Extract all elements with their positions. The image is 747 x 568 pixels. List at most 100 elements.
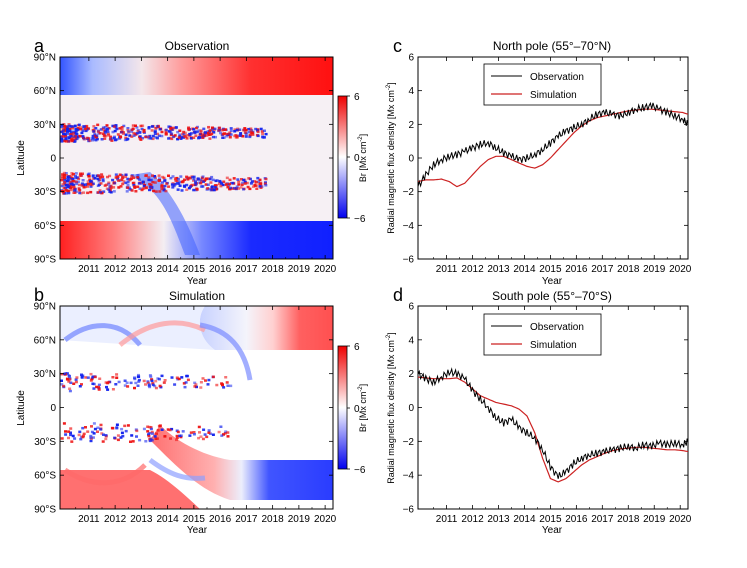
heatmap-pixel bbox=[125, 138, 129, 141]
heatmap-a-ytick-label: 60°N bbox=[34, 86, 56, 97]
heatmap-b-activity-belts bbox=[60, 372, 233, 443]
heatmap-pixel bbox=[173, 177, 177, 180]
heatmap-pixel bbox=[69, 185, 73, 188]
line-d-simulation bbox=[417, 376, 689, 483]
heatmap-pixel bbox=[63, 132, 67, 135]
heatmap-pixel bbox=[148, 385, 152, 389]
heatmap-pixel bbox=[215, 179, 219, 182]
heatmap-pixel bbox=[175, 436, 179, 440]
heatmap-pixel bbox=[111, 130, 115, 134]
heatmap-pixel bbox=[78, 430, 82, 434]
line-c-simulation bbox=[417, 108, 689, 188]
heatmap-pixel bbox=[202, 180, 205, 183]
heatmap-pixel bbox=[67, 183, 71, 186]
heatmap-pixel bbox=[105, 385, 108, 389]
heatmap-pixel bbox=[130, 128, 134, 132]
heatmap-pixel bbox=[119, 185, 123, 188]
heatmap-pixel bbox=[149, 437, 153, 440]
heatmap-pixel bbox=[93, 375, 97, 379]
heatmap-pixel bbox=[183, 178, 186, 181]
heatmap-pixel bbox=[120, 128, 124, 132]
legend-c: Observation Simulation bbox=[483, 63, 602, 106]
heatmap-pixel bbox=[187, 176, 191, 179]
heatmap-pixel bbox=[185, 183, 189, 187]
heatmap-pixel bbox=[180, 189, 184, 192]
heatmap-pixel bbox=[107, 188, 111, 191]
heatmap-b-xtick-label-2015: 2015 bbox=[183, 514, 206, 525]
heatmap-pixel bbox=[61, 128, 65, 131]
heatmap-b-arc bbox=[63, 463, 147, 486]
heatmap-pixel bbox=[116, 133, 120, 136]
heatmap-pixel bbox=[96, 184, 100, 187]
heatmap-pixel bbox=[71, 434, 75, 438]
heatmap-pixel bbox=[237, 183, 241, 186]
heatmap-pixel bbox=[86, 430, 90, 433]
heatmap-pixel bbox=[96, 174, 100, 177]
heatmap-a-axes: 2011 2012 2013 2014 2015 2016 2017 2018 2019 2020… bbox=[34, 53, 337, 276]
heatmap-pixel bbox=[183, 185, 187, 188]
heatmap-pixel bbox=[94, 139, 98, 142]
heatmap-a-xlabel: Year bbox=[187, 276, 208, 287]
heatmap-pixel bbox=[147, 433, 150, 436]
heatmap-pixel bbox=[254, 127, 258, 131]
heatmap-pixel bbox=[205, 435, 209, 439]
heatmap-pixel bbox=[101, 440, 105, 443]
heatmap-pixel bbox=[182, 133, 186, 136]
heatmap-pixel bbox=[174, 126, 178, 129]
line-chart-d-xtick-label-2014: 2014 bbox=[513, 514, 536, 525]
heatmap-pixel bbox=[100, 138, 104, 141]
heatmap-pixel bbox=[199, 386, 203, 389]
heatmap-pixel bbox=[88, 178, 92, 181]
heatmap-pixel bbox=[86, 182, 90, 186]
heatmap-pixel bbox=[154, 176, 157, 179]
heatmap-pixel bbox=[114, 383, 118, 386]
heatmap-pixel bbox=[104, 131, 108, 134]
heatmap-pixel bbox=[246, 185, 250, 189]
heatmap-pixel bbox=[192, 431, 196, 434]
heatmap-pixel bbox=[77, 123, 81, 127]
line-d-observation bbox=[417, 367, 689, 479]
heatmap-pixel bbox=[79, 437, 83, 441]
heatmap-pixel bbox=[157, 377, 161, 381]
heatmap-pixel bbox=[126, 385, 130, 388]
heatmap-pixel bbox=[99, 182, 103, 185]
heatmap-pixel bbox=[74, 176, 78, 180]
heatmap-pixel bbox=[233, 128, 237, 131]
heatmap-pixel bbox=[148, 185, 152, 188]
heatmap-pixel bbox=[153, 435, 157, 438]
heatmap-pixel bbox=[178, 184, 182, 187]
heatmap-pixel bbox=[240, 178, 243, 181]
heatmap-a-xtick-label-2012: 2012 bbox=[104, 264, 127, 275]
heatmap-pixel bbox=[192, 136, 196, 139]
heatmap-pixel bbox=[162, 176, 166, 180]
heatmap-pixel bbox=[73, 124, 77, 128]
heatmap-pixel bbox=[68, 378, 72, 381]
heatmap-pixel bbox=[137, 182, 141, 185]
heatmap-pixel bbox=[259, 127, 263, 131]
heatmap-pixel bbox=[153, 132, 157, 136]
heatmap-pixel bbox=[256, 130, 260, 134]
heatmap-pixel bbox=[60, 437, 64, 440]
heatmap-pixel bbox=[212, 188, 216, 192]
heatmap-pixel bbox=[227, 184, 231, 187]
line-chart-d-xtick-label-2013: 2013 bbox=[487, 514, 510, 525]
heatmap-b-arc bbox=[63, 323, 142, 347]
heatmap-pixel bbox=[229, 129, 233, 133]
heatmap-pixel bbox=[67, 185, 70, 188]
colorbar-b-label-exp: -2 bbox=[358, 386, 364, 392]
heatmap-pixel bbox=[235, 135, 239, 138]
heatmap-pixel bbox=[67, 430, 71, 433]
legend-c-simulation-label: Simulation bbox=[530, 90, 577, 101]
heatmap-pixel bbox=[183, 385, 187, 389]
heatmap-pixel bbox=[188, 434, 192, 437]
heatmap-pixel bbox=[81, 179, 85, 182]
heatmap-pixel bbox=[98, 189, 102, 192]
heatmap-pixel bbox=[89, 183, 92, 186]
colorbar-b-gradient bbox=[337, 345, 348, 470]
heatmap-a-xtick-label-2014: 2014 bbox=[157, 264, 180, 275]
heatmap-pixel bbox=[109, 186, 113, 190]
heatmap-pixel bbox=[211, 185, 214, 188]
heatmap-pixel bbox=[242, 178, 246, 182]
heatmap-pixel bbox=[60, 137, 64, 141]
heatmap-pixel bbox=[107, 181, 111, 184]
